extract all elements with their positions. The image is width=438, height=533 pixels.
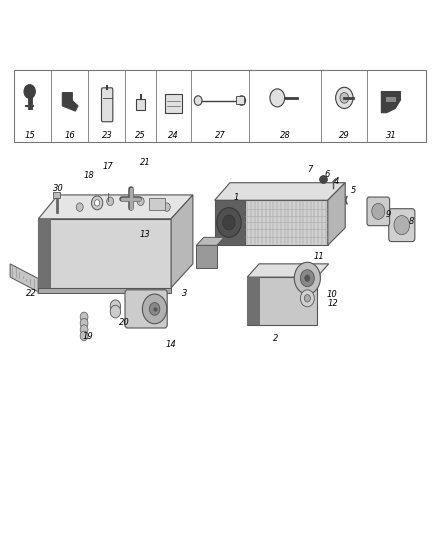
Polygon shape bbox=[10, 264, 41, 293]
Polygon shape bbox=[381, 92, 400, 113]
Text: 17: 17 bbox=[102, 163, 113, 171]
Text: 23: 23 bbox=[102, 131, 113, 140]
Circle shape bbox=[80, 325, 88, 334]
Text: 13: 13 bbox=[140, 230, 150, 239]
Circle shape bbox=[194, 96, 202, 106]
Text: 11: 11 bbox=[314, 253, 325, 262]
Text: 15: 15 bbox=[24, 131, 35, 140]
Text: 3: 3 bbox=[181, 288, 187, 297]
Polygon shape bbox=[39, 288, 171, 293]
Circle shape bbox=[149, 303, 160, 316]
Circle shape bbox=[336, 87, 353, 109]
Polygon shape bbox=[39, 219, 171, 288]
Circle shape bbox=[340, 93, 349, 103]
Circle shape bbox=[294, 262, 321, 294]
Circle shape bbox=[24, 85, 35, 99]
Circle shape bbox=[137, 197, 144, 206]
Circle shape bbox=[110, 305, 120, 318]
Text: 19: 19 bbox=[83, 332, 94, 341]
Circle shape bbox=[92, 196, 103, 210]
Circle shape bbox=[110, 300, 120, 313]
FancyBboxPatch shape bbox=[237, 96, 244, 104]
Polygon shape bbox=[328, 183, 345, 245]
Text: 30: 30 bbox=[53, 183, 64, 192]
Text: 5: 5 bbox=[351, 186, 357, 195]
Circle shape bbox=[304, 295, 311, 302]
Circle shape bbox=[300, 270, 314, 287]
FancyBboxPatch shape bbox=[14, 70, 426, 142]
Text: 20: 20 bbox=[119, 318, 130, 327]
Circle shape bbox=[80, 331, 88, 341]
Text: 27: 27 bbox=[215, 131, 225, 140]
Polygon shape bbox=[247, 264, 328, 277]
Circle shape bbox=[305, 275, 310, 281]
Circle shape bbox=[238, 96, 246, 106]
Text: 25: 25 bbox=[135, 131, 146, 140]
Bar bbox=[149, 198, 165, 210]
FancyBboxPatch shape bbox=[389, 209, 415, 241]
Circle shape bbox=[163, 203, 170, 212]
Text: 22: 22 bbox=[25, 288, 36, 297]
Text: 18: 18 bbox=[84, 171, 95, 180]
Text: 4: 4 bbox=[334, 177, 339, 186]
Text: 28: 28 bbox=[280, 131, 290, 140]
Circle shape bbox=[300, 290, 314, 307]
FancyBboxPatch shape bbox=[125, 290, 167, 328]
Text: 21: 21 bbox=[140, 158, 150, 167]
Text: 16: 16 bbox=[65, 131, 75, 140]
FancyBboxPatch shape bbox=[165, 94, 182, 113]
Circle shape bbox=[217, 208, 241, 237]
Polygon shape bbox=[247, 277, 317, 325]
Text: 29: 29 bbox=[339, 131, 350, 140]
Text: 6: 6 bbox=[324, 170, 330, 179]
Polygon shape bbox=[215, 200, 245, 245]
Circle shape bbox=[270, 89, 285, 107]
Text: 7: 7 bbox=[308, 165, 313, 174]
Circle shape bbox=[76, 203, 83, 212]
FancyBboxPatch shape bbox=[102, 88, 113, 122]
Text: 12: 12 bbox=[328, 299, 339, 308]
Polygon shape bbox=[39, 195, 193, 219]
Circle shape bbox=[80, 318, 88, 328]
Text: 2: 2 bbox=[273, 334, 278, 343]
Polygon shape bbox=[62, 93, 78, 111]
Polygon shape bbox=[386, 97, 396, 102]
Text: 10: 10 bbox=[327, 289, 338, 298]
Text: 9: 9 bbox=[386, 210, 392, 219]
Polygon shape bbox=[247, 277, 260, 325]
FancyBboxPatch shape bbox=[53, 192, 60, 198]
FancyBboxPatch shape bbox=[367, 197, 390, 225]
Text: 8: 8 bbox=[409, 217, 414, 226]
Circle shape bbox=[142, 294, 167, 324]
Polygon shape bbox=[215, 200, 328, 245]
Circle shape bbox=[95, 200, 100, 206]
Polygon shape bbox=[171, 195, 193, 288]
Circle shape bbox=[80, 312, 88, 321]
Circle shape bbox=[223, 215, 235, 230]
Circle shape bbox=[372, 204, 385, 219]
Circle shape bbox=[394, 216, 410, 235]
Polygon shape bbox=[196, 237, 224, 245]
Polygon shape bbox=[196, 245, 217, 268]
Text: 1: 1 bbox=[234, 193, 239, 202]
FancyBboxPatch shape bbox=[136, 99, 145, 110]
Text: 24: 24 bbox=[168, 131, 179, 140]
Text: 14: 14 bbox=[166, 341, 177, 350]
Polygon shape bbox=[215, 183, 345, 200]
Text: 31: 31 bbox=[385, 131, 396, 140]
Circle shape bbox=[107, 197, 114, 206]
Polygon shape bbox=[39, 219, 51, 288]
